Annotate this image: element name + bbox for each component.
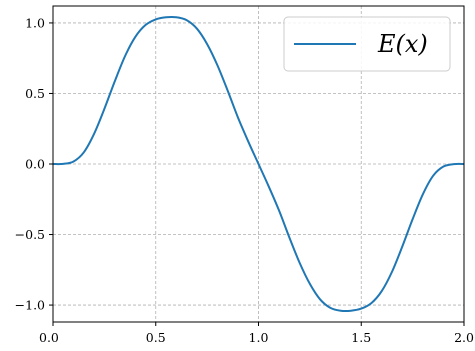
series-line-e-x (52, 15, 465, 313)
x-tick-label: 0.5 (146, 330, 166, 345)
series-group (52, 15, 465, 313)
x-tick-label: 0.0 (39, 330, 59, 345)
legend: E(x) (283, 16, 451, 72)
x-tick-label: 1.5 (351, 330, 371, 345)
y-tick-label: 0.5 (25, 86, 45, 101)
y-tick-label: 0.0 (25, 157, 45, 172)
ticks: 0.0 0.5 1.0 1.5 2.0 1.0 0.5 0.0 −0.5 −1.0 (15, 15, 474, 345)
x-tick-label: 2.0 (454, 330, 474, 345)
y-tick-label: −0.5 (15, 227, 45, 242)
x-tick-label: 1.0 (249, 330, 269, 345)
y-tick-label: −1.0 (15, 298, 45, 313)
y-tick-label: 1.0 (25, 15, 45, 30)
legend-label: E(x) (377, 30, 428, 58)
legend-box (283, 16, 451, 72)
